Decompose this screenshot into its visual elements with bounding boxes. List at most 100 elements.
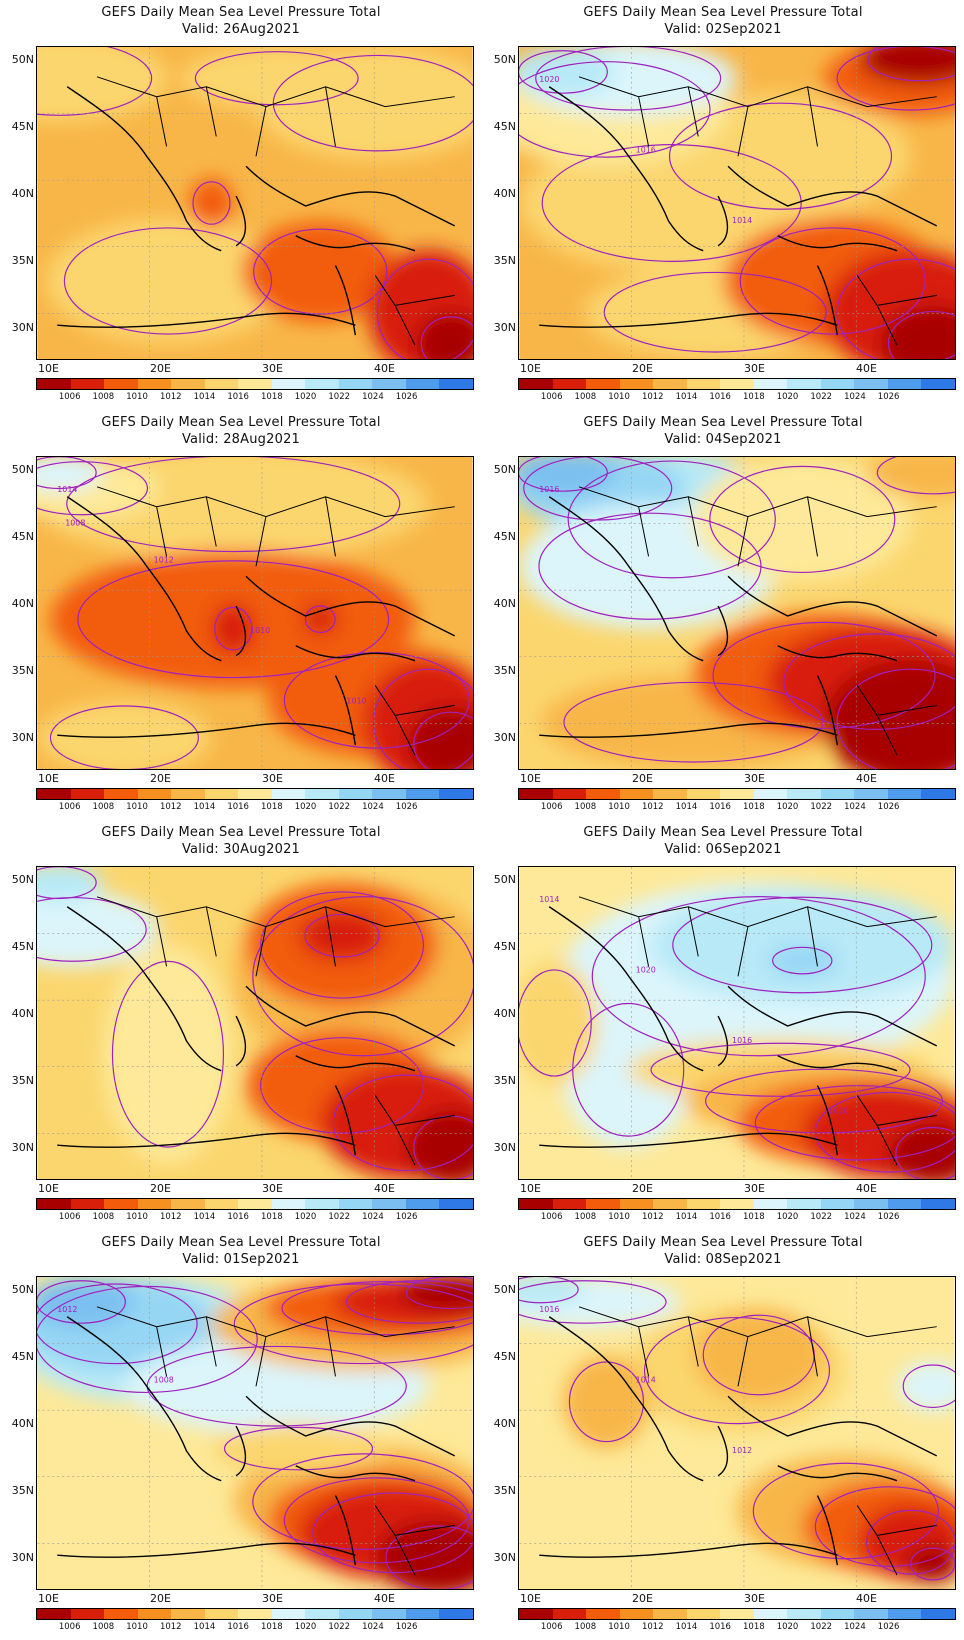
colorbar-swatch — [104, 1609, 138, 1619]
country-borders — [96, 1306, 455, 1576]
colorbar-swatch — [405, 1199, 440, 1209]
colorbar-label: 1026 — [395, 392, 418, 402]
contour-label: 1016 — [732, 1036, 752, 1045]
contour-label: 1014 — [636, 1375, 656, 1384]
contour-label: 1014 — [57, 485, 77, 494]
colorbar-swatch — [820, 1609, 855, 1619]
colorbar-label: 1016 — [227, 802, 249, 812]
contour-label: 1010 — [828, 1106, 848, 1115]
coastline — [57, 86, 456, 336]
colorbar-label: 1008 — [92, 392, 115, 402]
colorbar-label: 1026 — [395, 1212, 418, 1222]
panel-valid-date: Valid: 01Sep2021 — [182, 1252, 300, 1267]
lon-label: 20E — [632, 772, 653, 785]
panel-valid-date: Valid: 04Sep2021 — [664, 432, 782, 447]
country-borders — [96, 896, 455, 1166]
colorbar-label: 1014 — [193, 1622, 216, 1632]
isobar — [783, 633, 955, 730]
pressure-region — [37, 867, 103, 902]
isobar — [887, 310, 955, 359]
colorbar-swatch — [753, 379, 788, 389]
colorbar — [36, 1608, 474, 1620]
lat-label: 40N — [493, 1007, 516, 1020]
lon-label: 30E — [744, 1182, 765, 1195]
isobar — [37, 1283, 198, 1365]
isobar — [563, 681, 824, 763]
lon-label: 40E — [856, 1182, 877, 1195]
colorbar-swatch — [552, 1609, 587, 1619]
lat-label: 35N — [11, 664, 34, 677]
lat-label: 40N — [11, 1007, 34, 1020]
isobar — [739, 227, 926, 335]
lon-label: 20E — [150, 1592, 171, 1605]
colorbar-swatch — [686, 789, 721, 799]
coastline — [539, 1316, 938, 1566]
isobar — [192, 181, 231, 225]
isobar — [63, 227, 273, 335]
isobar — [281, 1281, 473, 1336]
lat-label: 45N — [493, 940, 516, 953]
pressure-region — [37, 457, 103, 492]
lat-label: 40N — [11, 597, 34, 610]
colorbar-label: 1020 — [776, 1212, 799, 1222]
colorbar-swatch — [70, 1609, 105, 1619]
colorbar-label: 1006 — [540, 1212, 563, 1222]
map-panel: GEFS Daily Mean Sea Level Pressure Total… — [0, 1230, 482, 1640]
colorbar-swatch — [305, 1199, 339, 1209]
colorbar — [518, 788, 956, 800]
lon-label: 10E — [38, 1592, 59, 1605]
isobar — [867, 47, 955, 82]
lon-label: 20E — [150, 772, 171, 785]
isobar — [772, 946, 833, 975]
colorbar-label: 1020 — [776, 392, 799, 402]
colorbar-label: 1020 — [776, 802, 799, 812]
pressure-region — [693, 457, 912, 582]
pressure-map: 1020 1016 1014 — [518, 46, 956, 360]
isobar — [214, 606, 253, 651]
colorbar-label: 1018 — [743, 1622, 765, 1632]
colorbar-label: 1022 — [328, 802, 351, 812]
colorbar-label: 1020 — [776, 1622, 799, 1632]
colorbar-label: 1010 — [126, 802, 148, 812]
colorbar-swatch — [686, 379, 721, 389]
colorbar-label: 1024 — [844, 392, 866, 402]
pressure-region — [181, 47, 373, 110]
isobar — [405, 1277, 473, 1310]
colorbar — [518, 1608, 956, 1620]
colorbar-swatch — [619, 379, 654, 389]
isobar — [77, 560, 390, 679]
map-panel: GEFS Daily Mean Sea Level Pressure Total… — [482, 0, 964, 410]
colorbar-label: 1026 — [877, 802, 900, 812]
colorbar-swatch — [137, 379, 172, 389]
colorbar-label: 1022 — [328, 1212, 351, 1222]
panel-title: GEFS Daily Mean Sea Level Pressure Total — [101, 415, 381, 430]
colorbar-swatch — [37, 1199, 71, 1209]
lon-label: 40E — [374, 772, 395, 785]
colorbar-label: 1022 — [328, 1622, 351, 1632]
contour-label: 1016 — [539, 1305, 559, 1314]
colorbar-label: 1020 — [294, 802, 317, 812]
panel-valid-date: Valid: 30Aug2021 — [181, 842, 301, 857]
colorbar-swatch — [439, 379, 473, 389]
colorbar-label: 1010 — [608, 802, 630, 812]
pressure-region — [37, 700, 212, 769]
colorbar-label: 1006 — [58, 1212, 81, 1222]
colorbar-label: 1012 — [159, 802, 182, 812]
colorbar-label: 1016 — [709, 1212, 731, 1222]
colorbar-label: 1010 — [608, 1212, 630, 1222]
lat-label: 50N — [11, 1283, 34, 1296]
coastline — [539, 86, 938, 336]
isobar — [413, 711, 473, 769]
isobar — [712, 621, 936, 730]
colorbar-label: 1022 — [328, 392, 351, 402]
isobar — [567, 460, 776, 579]
lat-label: 35N — [11, 1074, 34, 1087]
pressure-map: 1012 1008 — [36, 1276, 474, 1590]
colorbar-swatch — [921, 1199, 955, 1209]
colorbar-label: 1020 — [294, 1212, 317, 1222]
colorbar-swatch — [405, 789, 440, 799]
colorbar-swatch — [238, 1609, 272, 1619]
lat-label: 45N — [493, 1350, 516, 1363]
lon-label: 10E — [520, 772, 541, 785]
isobar — [902, 1364, 955, 1409]
